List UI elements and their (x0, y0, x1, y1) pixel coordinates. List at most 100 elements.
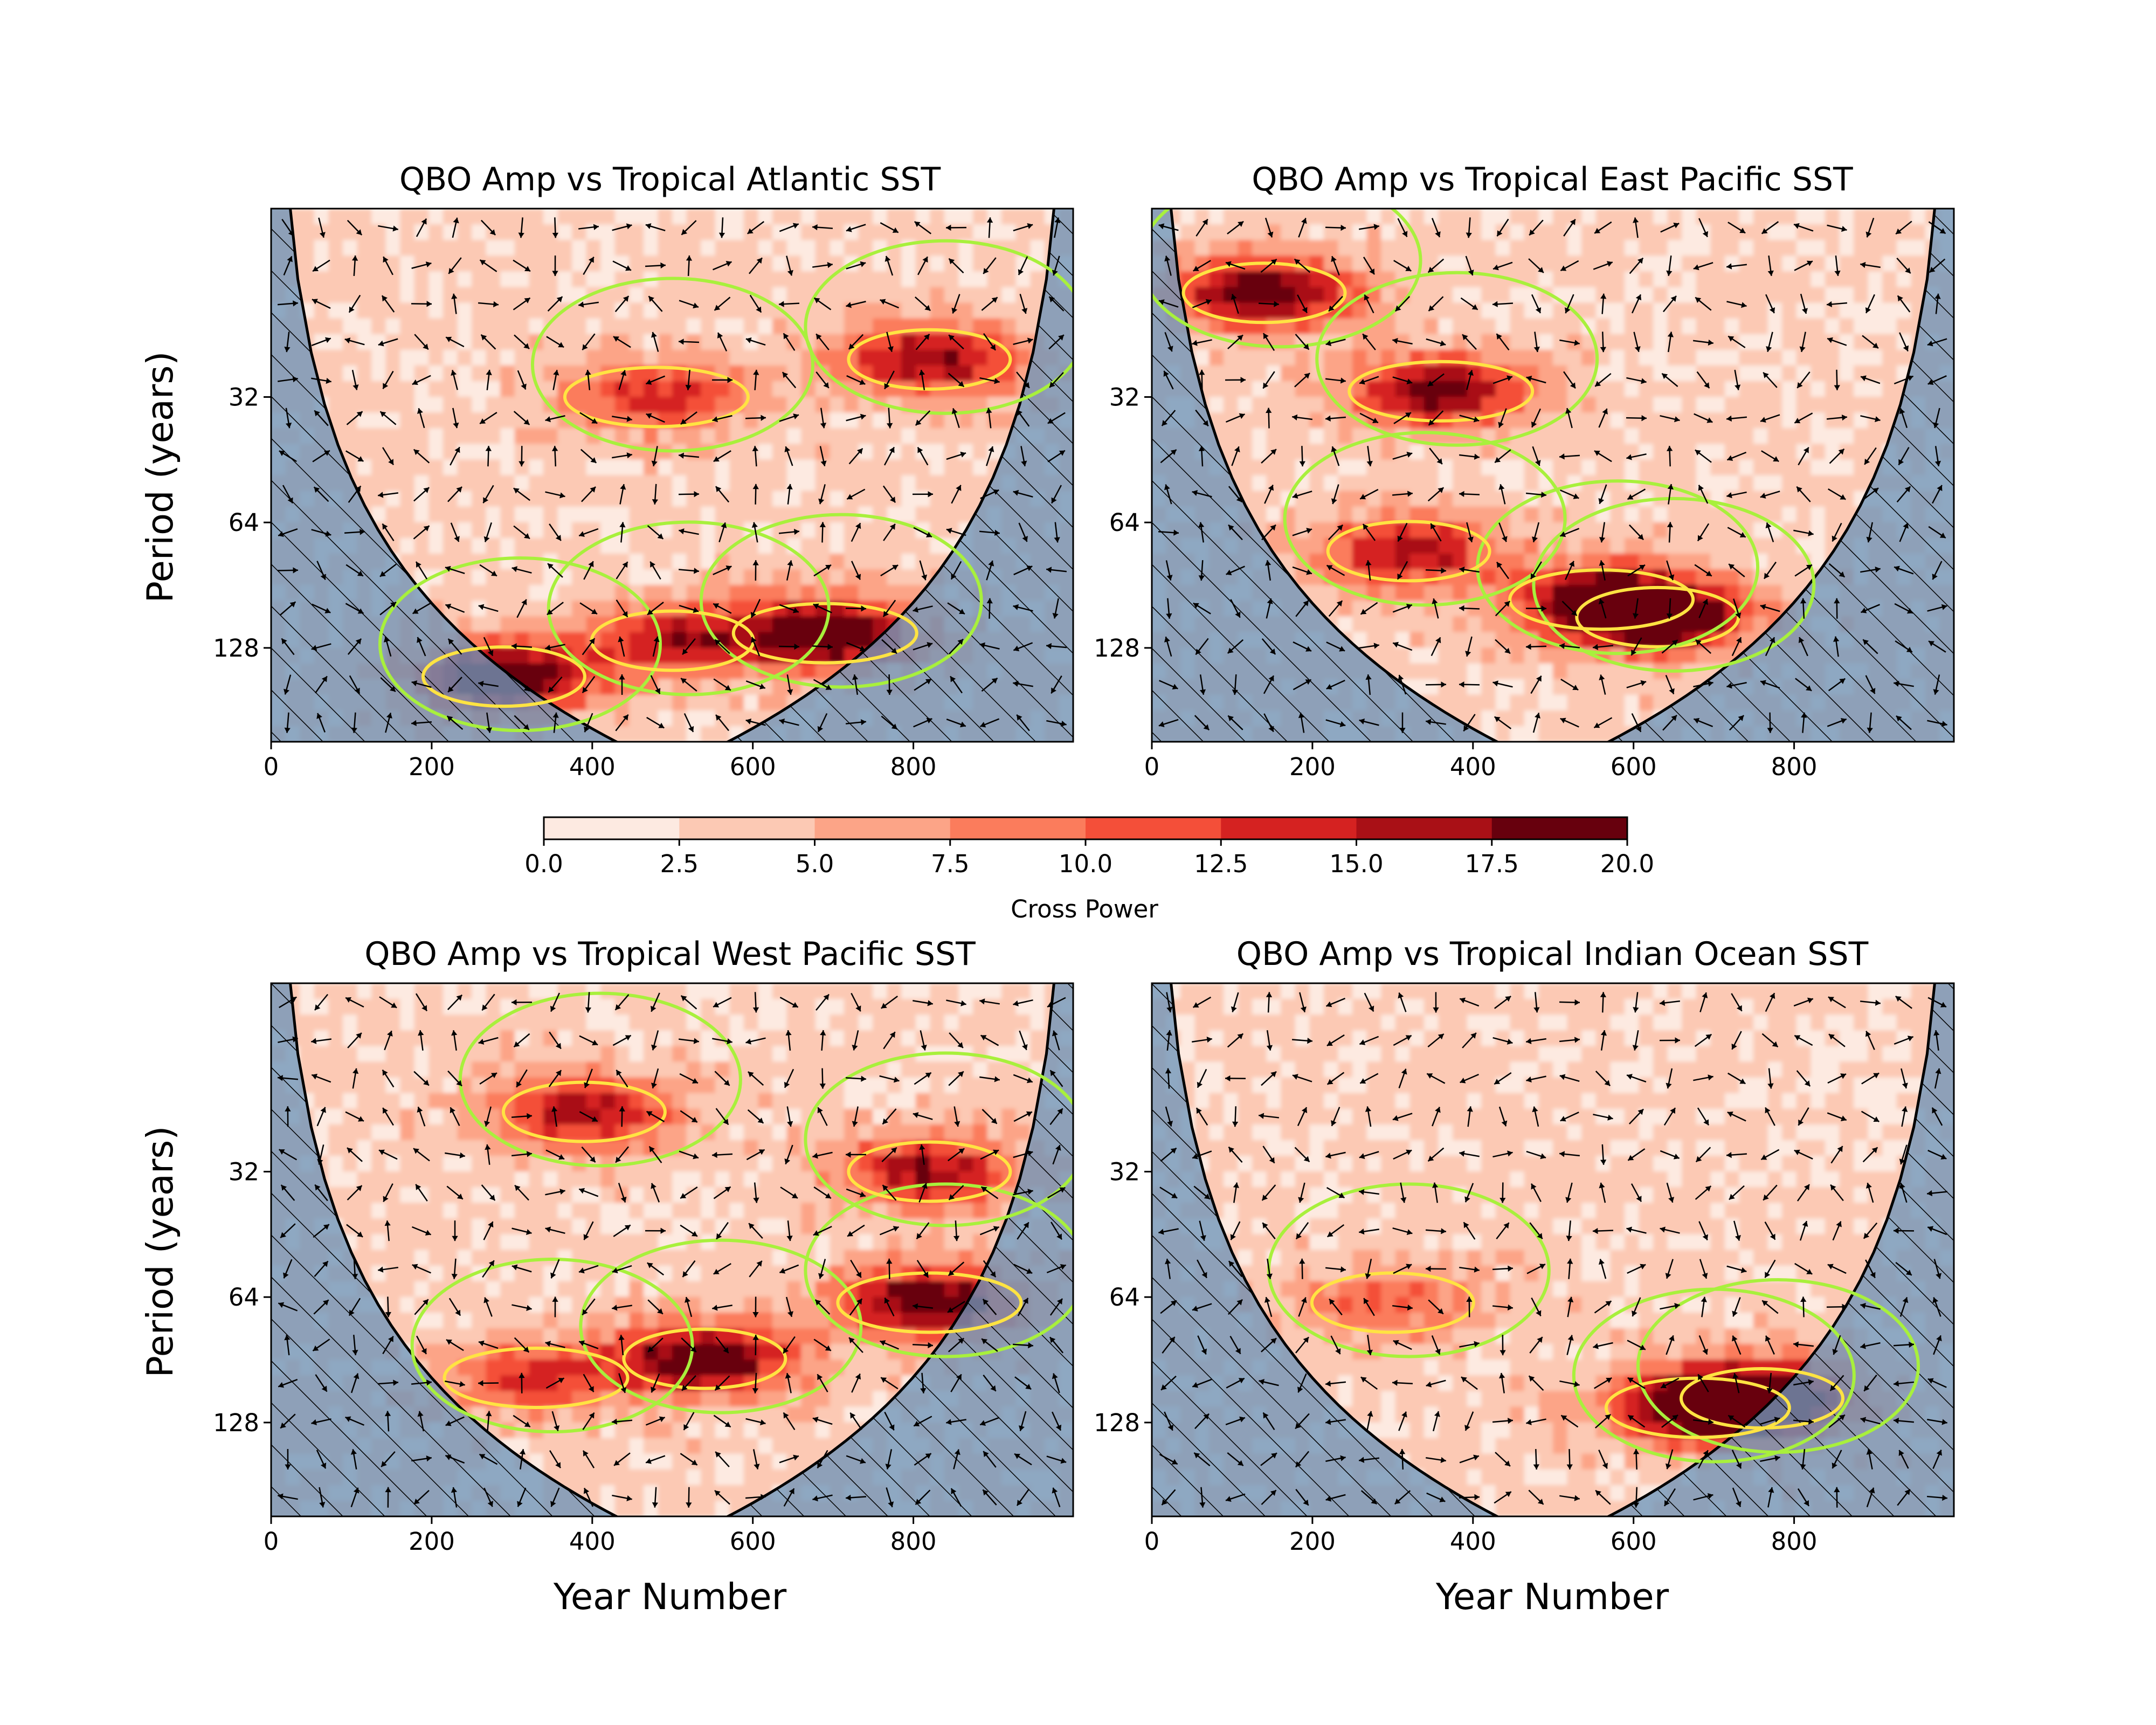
significance-contour (1575, 585, 1740, 648)
y-tick-label: 32 (1109, 1157, 1140, 1186)
wavelet-significance-contour (1283, 431, 1567, 607)
coi-line (289, 209, 1055, 742)
colorbar-tick-label: 20.0 (1600, 850, 1654, 878)
panel-east-pacific: QBO Amp vs Tropical East Pacific SST 0 20… (1094, 161, 1955, 781)
coi-line (289, 983, 1055, 1516)
colorbar-tick-label: 7.5 (931, 850, 970, 878)
x-tick-label: 400 (569, 1527, 616, 1556)
y-tick-label: 128 (1094, 634, 1140, 663)
colorbar-tick-label: 5.0 (796, 850, 834, 878)
heatmap-plot: 0 200 400 600 800 32 64 128 (1094, 982, 1955, 1556)
panel-west-pacific: QBO Amp vs Tropical West Pacific SST Per… (139, 935, 1074, 1618)
colorbar-label: Cross Power (1011, 895, 1158, 923)
wavelet-significance-contour (699, 513, 983, 689)
wavelet-significance-contour (1572, 1287, 1856, 1464)
heatmap-plot: 0 200 400 600 800 32 64 128 (1094, 208, 1955, 781)
y-tick-label: 128 (213, 1409, 259, 1437)
x-tick-label: 400 (1450, 1527, 1496, 1556)
x-tick-label: 800 (1771, 1527, 1818, 1556)
x-tick-label: 0 (264, 1527, 279, 1556)
x-axis-label: Year Number (1435, 1576, 1669, 1618)
wavelet-significance-contour (579, 1238, 863, 1414)
wavelet-significance-contour (804, 1051, 1073, 1227)
heatmap-plot: 0 200 400 600 800 32 64 128 (213, 982, 1074, 1556)
x-tick-label: 200 (409, 753, 455, 781)
wavelet-significance-contour (1152, 209, 1422, 349)
significance-contour (1348, 360, 1535, 423)
panel-title: QBO Amp vs Tropical West Pacific SST (364, 935, 976, 973)
panel-title: QBO Amp vs Tropical Indian Ocean SST (1236, 935, 1869, 973)
significance-contour (1310, 1271, 1475, 1334)
x-tick-label: 200 (409, 1527, 455, 1556)
wavelet-significance-contour (547, 520, 831, 696)
x-tick-label: 600 (1611, 1527, 1657, 1556)
x-tick-label: 800 (890, 753, 937, 781)
phase-arrows (1158, 992, 1948, 1508)
panel-atlantic: QBO Amp vs Tropical Atlantic SST Period … (139, 161, 1074, 781)
phase-arrows (1158, 217, 1947, 733)
x-tick-label: 600 (730, 753, 776, 781)
panel-title: QBO Amp vs Tropical Atlantic SST (399, 161, 941, 198)
colorbar-segment (1086, 817, 1221, 839)
axes-frame (1151, 208, 1955, 743)
coi-line (1170, 209, 1936, 742)
colorbar: Cross Power 0.0 2.5 5.0 7.5 10.0 12.5 15.0 17.5… (524, 816, 1654, 923)
x-tick-label: 200 (1289, 1527, 1336, 1556)
x-tick-label: 600 (1611, 753, 1657, 781)
y-tick-label: 32 (229, 1157, 259, 1186)
x-tick-label: 0 (1144, 1527, 1160, 1556)
x-tick-label: 200 (1289, 753, 1336, 781)
x-tick-label: 400 (1450, 753, 1496, 781)
y-tick-label: 32 (229, 383, 259, 411)
colorbar-tick-label: 0.0 (524, 850, 563, 878)
colorbar-tick-label: 12.5 (1194, 850, 1248, 878)
significance-contour (1508, 568, 1695, 631)
y-axis-label: Period (years) (139, 1126, 181, 1378)
x-tick-label: 400 (569, 753, 616, 781)
coi-hatch (271, 209, 1073, 742)
axes-frame (270, 982, 1074, 1517)
coi-line (1170, 983, 1936, 1516)
coi-hatch (1152, 983, 1954, 1516)
axes-frame (1151, 982, 1955, 1517)
y-tick-label: 64 (229, 508, 259, 537)
y-tick-label: 64 (1109, 1283, 1140, 1312)
significance-contour (1604, 1376, 1791, 1439)
y-tick-label: 128 (1094, 1409, 1140, 1437)
colorbar-segment (1221, 817, 1357, 839)
significance-contour (1326, 520, 1491, 583)
colorbar-segment (814, 817, 951, 839)
colorbar-tick-label: 2.5 (660, 850, 699, 878)
significance-contour (501, 1080, 667, 1143)
axes-frame (270, 208, 1074, 743)
panel-title: QBO Amp vs Tropical East Pacific SST (1252, 161, 1853, 198)
coi-hatch (1152, 209, 1954, 742)
significance-contour (622, 1327, 787, 1390)
significance-contour (731, 602, 918, 665)
x-tick-label: 0 (1144, 753, 1160, 781)
wavelet-significance-contour (804, 239, 1073, 415)
y-tick-label: 128 (213, 634, 259, 663)
y-tick-label: 64 (229, 1283, 259, 1312)
x-tick-label: 800 (890, 1527, 937, 1556)
y-tick-label: 32 (1109, 383, 1140, 411)
colorbar-segment (1491, 817, 1628, 839)
x-tick-label: 0 (264, 753, 279, 781)
colorbar-tick-label: 17.5 (1465, 850, 1519, 878)
wavelet-significance-contour (458, 991, 742, 1168)
significance-contour (836, 1271, 1023, 1334)
colorbar-tick-label: 15.0 (1329, 850, 1383, 878)
x-tick-label: 800 (1771, 753, 1818, 781)
wavelet-significance-contour (410, 1258, 694, 1434)
wavelet-significance-contour (530, 277, 814, 453)
significance-contour (563, 365, 750, 429)
colorbar-segment (679, 817, 815, 839)
wavelet-significance-contour (1315, 271, 1599, 447)
colorbar-tick-label: 10.0 (1059, 850, 1112, 878)
significance-contour (847, 328, 1012, 391)
x-axis-label: Year Number (553, 1576, 787, 1618)
colorbar-segment (544, 817, 680, 839)
y-axis-label: Period (years) (139, 351, 181, 603)
colorbar-segment (1356, 817, 1492, 839)
